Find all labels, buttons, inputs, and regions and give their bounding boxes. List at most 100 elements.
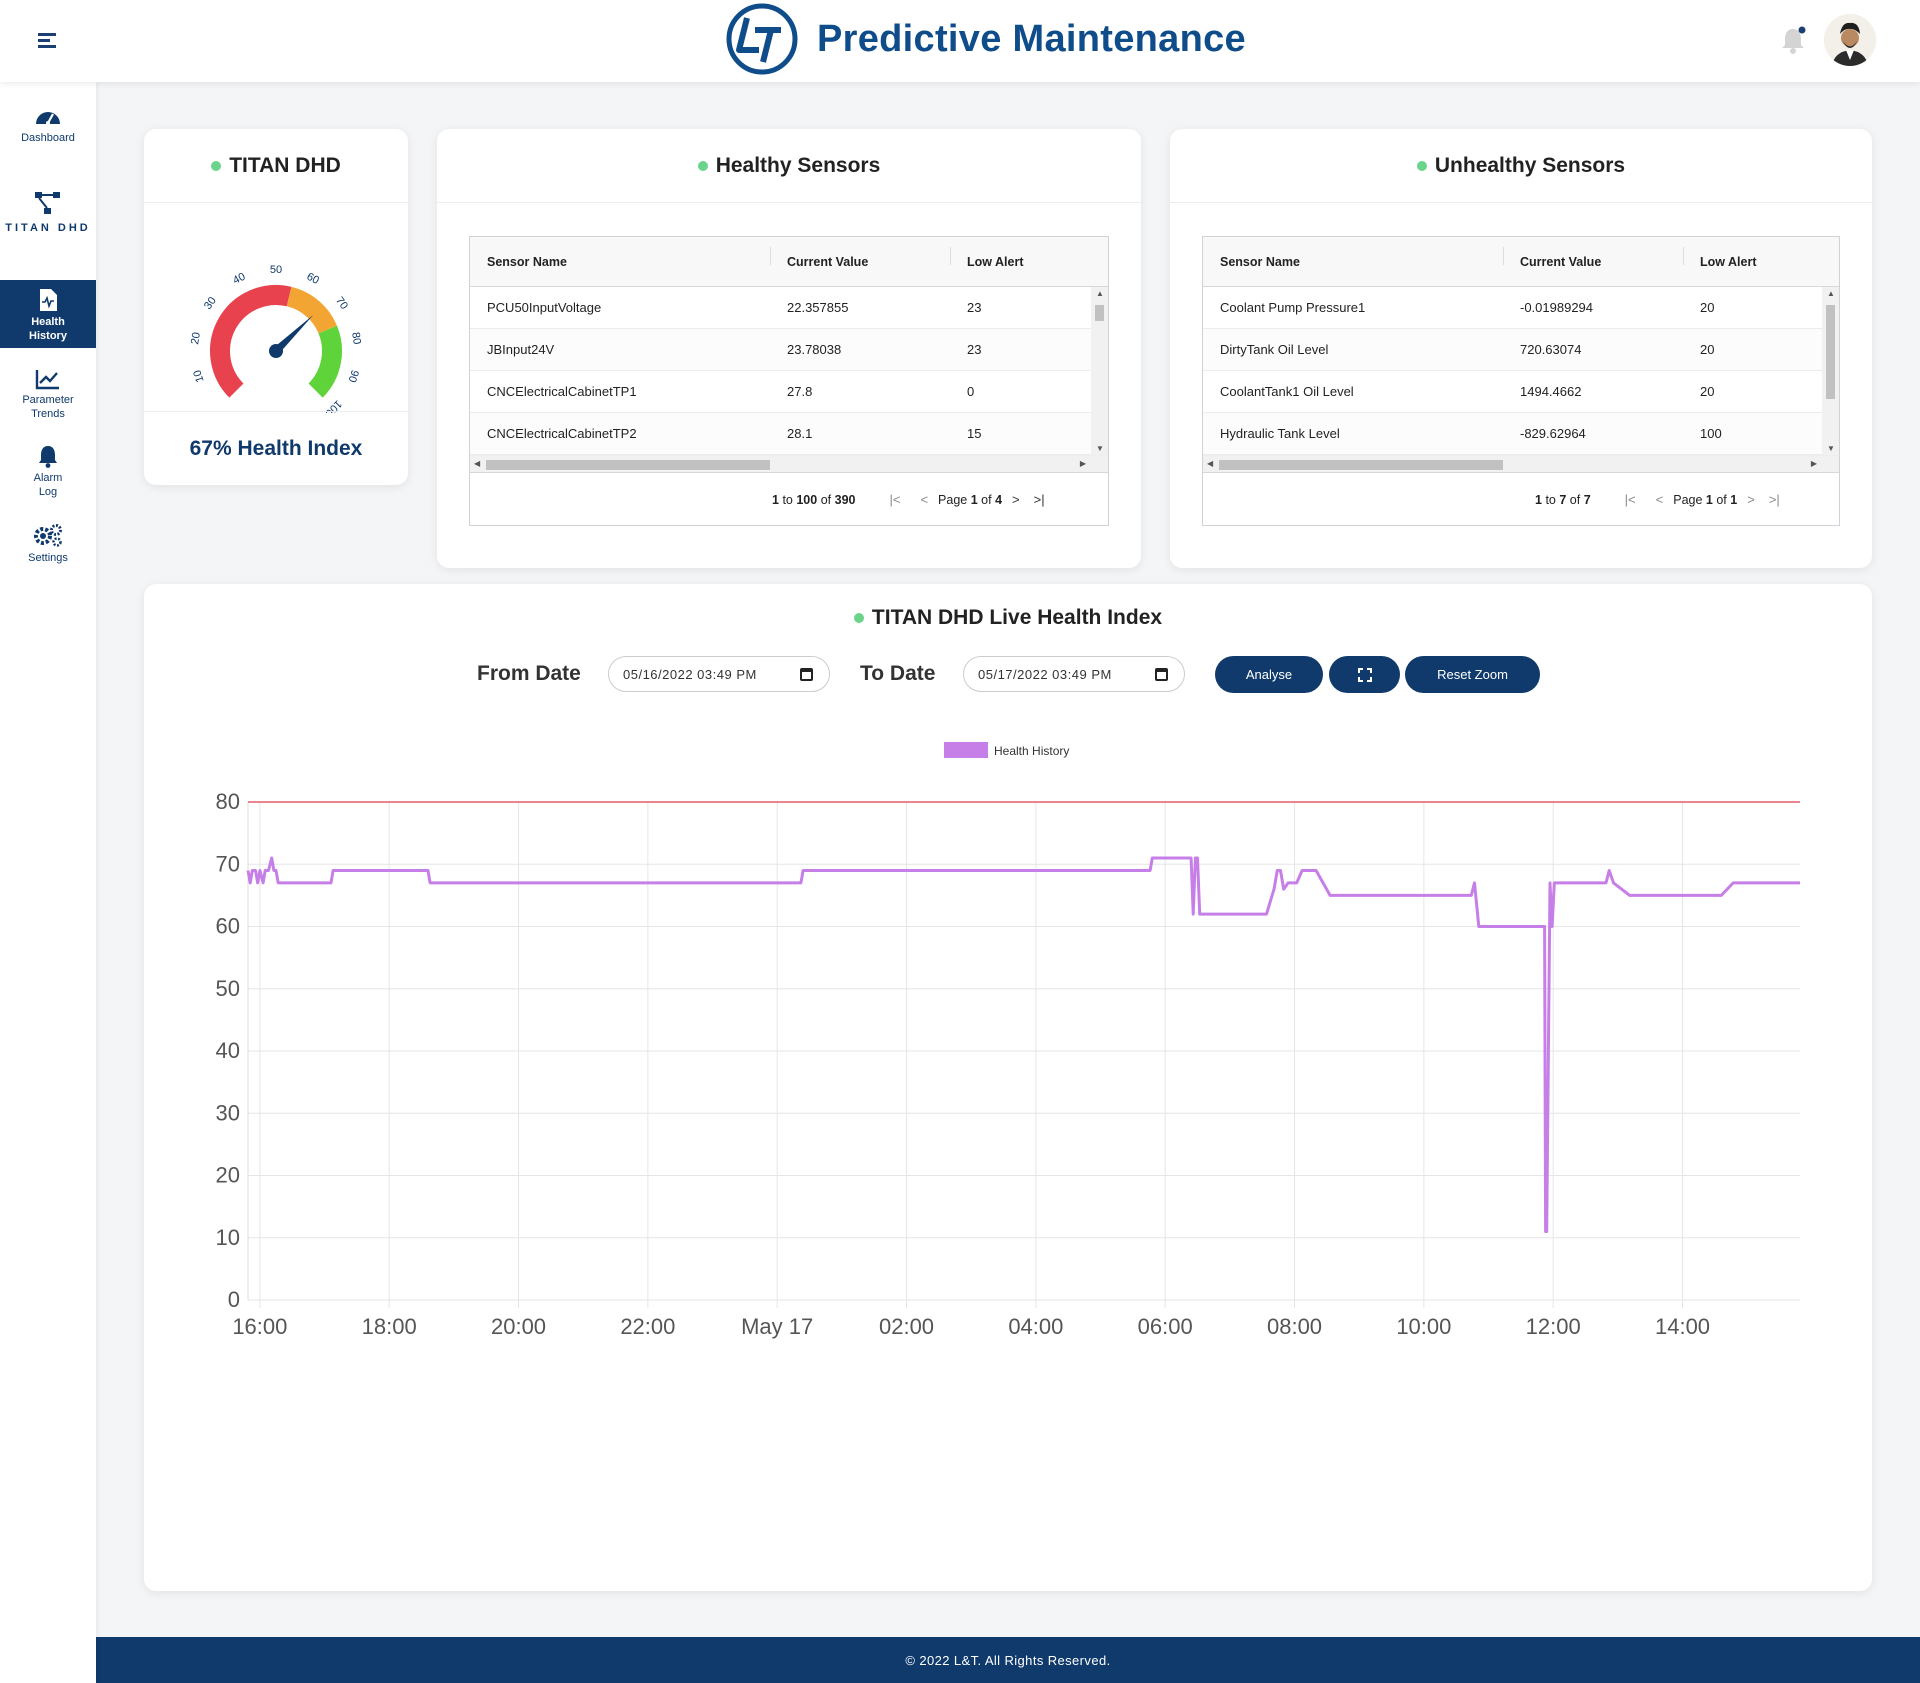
table-row[interactable]: CNCElectricalCabinetTP2 28.1 15: [470, 413, 1108, 455]
vertical-scrollbar[interactable]: ▲ ▼: [1822, 287, 1839, 455]
health-history-chart[interactable]: Health History 0 10 20 30 40 50 60 70 80 16:00 18:0…: [144, 718, 1872, 1578]
unhealthy-sensors-card: Unhealthy Sensors Sensor Name Current Va…: [1170, 129, 1872, 568]
column-header-current-value[interactable]: Current Value: [1503, 246, 1683, 269]
gauge-tick-label: 80: [349, 331, 363, 345]
sidebar-item-label: Settings: [28, 552, 68, 564]
cell-sensor-name: Coolant Pump Pressure1: [1220, 300, 1366, 315]
column-header-current-value[interactable]: Current Value: [770, 246, 950, 269]
fullscreen-icon: [1357, 667, 1372, 682]
vertical-scrollbar[interactable]: ▲ ▼: [1091, 287, 1108, 455]
sidebar-item-settings[interactable]: Settings: [0, 522, 96, 570]
analyse-button[interactable]: Analyse: [1215, 656, 1323, 693]
pagination-bar: 1 to 7 of 7 |< < Page 1 of 1 > >|: [1203, 472, 1839, 526]
reset-zoom-button[interactable]: Reset Zoom: [1405, 656, 1540, 693]
gauge-tick-label: 30: [202, 295, 219, 312]
prev-page-icon[interactable]: <: [1655, 492, 1664, 507]
sidebar-item-dashboard[interactable]: Dashboard: [0, 106, 96, 146]
cell-low-alert: 20: [1700, 342, 1715, 357]
speedometer-icon: [36, 112, 60, 125]
y-tick-label: 40: [216, 1038, 240, 1063]
table-row[interactable]: CNCElectricalCabinetTP1 27.8 0: [470, 371, 1108, 413]
healthy-sensors-grid: Sensor Name Current Value Low Alert PCU5…: [469, 236, 1109, 526]
page-summary: Page 1 of 4: [938, 492, 1003, 507]
gauge-tick-label: 10: [191, 368, 206, 383]
calendar-icon[interactable]: [1155, 668, 1168, 681]
gauge-tick-label: 20: [189, 331, 203, 345]
fullscreen-button[interactable]: [1329, 656, 1400, 693]
network-icon: [35, 192, 60, 214]
legend-label: Health History: [994, 744, 1069, 758]
row-summary: 1 to 100 of 390: [772, 492, 856, 507]
cell-sensor-name: DirtyTank Oil Level: [1220, 342, 1329, 357]
y-tick-label: 30: [216, 1100, 240, 1125]
last-page-icon[interactable]: >|: [1768, 492, 1780, 507]
calendar-icon[interactable]: [800, 668, 813, 681]
y-tick-label: 10: [216, 1225, 240, 1250]
gauge-band-warning: [286, 286, 337, 334]
column-header-sensor-name[interactable]: Sensor Name: [1220, 254, 1300, 269]
hamburger-menu-icon[interactable]: [38, 33, 56, 49]
table-row[interactable]: DirtyTank Oil Level 720.63074 20: [1203, 329, 1839, 371]
x-tick-label: 12:00: [1526, 1314, 1581, 1339]
last-page-icon[interactable]: >|: [1033, 492, 1045, 507]
cell-low-alert: 100: [1700, 426, 1722, 441]
table-row[interactable]: Hydraulic Tank Level -829.62964 100: [1203, 413, 1839, 455]
gauge-band-healthy: [308, 325, 342, 398]
table-row[interactable]: JBInput24V 23.78038 23: [470, 329, 1108, 371]
top-header: Predictive Maintenance: [0, 0, 1920, 82]
column-header-low-alert[interactable]: Low Alert: [950, 246, 1090, 269]
gauge-needle-hub: [269, 344, 283, 358]
gauge-tick-label: 50: [270, 264, 282, 276]
first-page-icon[interactable]: |<: [1624, 492, 1636, 507]
cell-current-value: 22.357855: [787, 300, 849, 315]
status-dot: [1416, 160, 1427, 171]
from-date-input[interactable]: 05/16/2022 03:49 PM: [608, 656, 830, 692]
series-line-health-history: [246, 856, 1800, 1233]
cell-sensor-name: CNCElectricalCabinetTP1: [487, 384, 637, 399]
scroll-thumb[interactable]: [486, 460, 770, 470]
sidebar: Dashboard TITAN DHD Health History Param…: [0, 82, 96, 1683]
horizontal-scrollbar[interactable]: ◀ ▶: [1203, 455, 1839, 472]
column-header-sensor-name[interactable]: Sensor Name: [487, 254, 567, 269]
x-tick-label: 14:00: [1655, 1314, 1710, 1339]
next-page-icon[interactable]: >: [1747, 492, 1755, 507]
column-header-low-alert[interactable]: Low Alert: [1683, 246, 1823, 269]
sidebar-item-label: Health History: [29, 316, 67, 342]
sidebar-item-titan-dhd[interactable]: TITAN DHD: [0, 190, 96, 240]
chart-title-text: TITAN DHD Live Health Index: [871, 606, 1163, 629]
user-avatar[interactable]: [1824, 14, 1876, 66]
card-header: TITAN DHD: [144, 129, 408, 203]
card-header: Unhealthy Sensors: [1170, 129, 1872, 203]
first-page-icon[interactable]: |<: [889, 492, 901, 507]
health-index-text: 67% Health Index: [144, 411, 408, 485]
table-row[interactable]: Coolant Pump Pressure1 -0.01989294 20: [1203, 287, 1839, 329]
horizontal-scrollbar[interactable]: ◀ ▶: [470, 455, 1108, 472]
sidebar-item-label: Parameter Trends: [22, 394, 74, 420]
table-row[interactable]: PCU50InputVoltage 22.357855 23: [470, 287, 1108, 329]
to-date-input[interactable]: 05/17/2022 03:49 PM: [963, 656, 1185, 692]
x-tick-label: 16:00: [232, 1314, 287, 1339]
y-tick-label: 50: [216, 976, 240, 1001]
scroll-thumb[interactable]: [1826, 305, 1835, 399]
from-date-value: 05/16/2022 03:49 PM: [623, 666, 757, 682]
prev-page-icon[interactable]: <: [920, 492, 929, 507]
y-tick-label: 60: [216, 914, 240, 939]
next-page-icon[interactable]: >: [1012, 492, 1020, 507]
cell-low-alert: 23: [967, 300, 982, 315]
gauge-tick-label: 60: [305, 271, 321, 287]
row-summary: 1 to 7 of 7: [1535, 492, 1591, 507]
card-title: Unhealthy Sensors: [1434, 153, 1626, 177]
cell-current-value: 1494.4662: [1520, 384, 1582, 399]
sidebar-item-parameter-trends[interactable]: Parameter Trends: [0, 368, 96, 424]
sidebar-item-alarm-log[interactable]: Alarm Log: [0, 444, 96, 500]
x-tick-label: 18:00: [362, 1314, 417, 1339]
cell-current-value: -0.01989294: [1520, 300, 1594, 315]
scroll-thumb[interactable]: [1095, 305, 1104, 321]
cell-low-alert: 15: [967, 426, 982, 441]
cell-sensor-name: CoolantTank1 Oil Level: [1220, 384, 1354, 399]
sidebar-item-health-history[interactable]: Health History: [0, 280, 96, 348]
live-health-card: TITAN DHD Live Health Index From Date 05…: [144, 584, 1872, 1591]
scroll-thumb[interactable]: [1219, 460, 1503, 470]
table-row[interactable]: CoolantTank1 Oil Level 1494.4662 20: [1203, 371, 1839, 413]
notification-bell-icon[interactable]: [1780, 26, 1806, 54]
